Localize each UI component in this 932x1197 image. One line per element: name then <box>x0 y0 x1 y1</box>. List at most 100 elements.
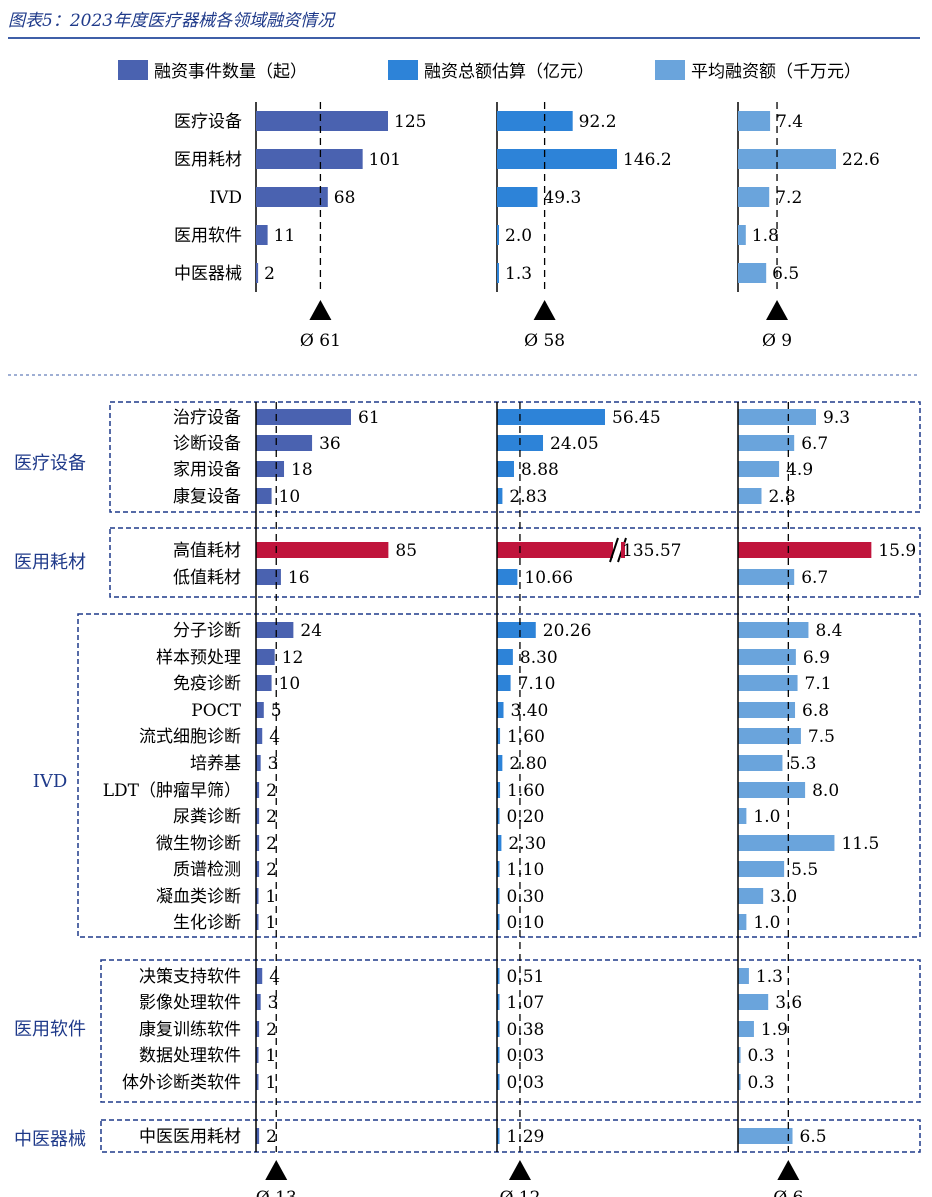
data-label: 6.5 <box>800 1127 827 1147</box>
bar <box>497 994 500 1010</box>
subcategory-label: POCT <box>191 701 241 721</box>
data-label: 4 <box>269 967 280 987</box>
data-label: 9.3 <box>823 408 850 428</box>
category-label: 中医器械 <box>174 264 242 284</box>
average-label: Ø 12 <box>499 1188 540 1197</box>
bar <box>497 187 538 207</box>
bar <box>738 914 747 930</box>
bar <box>256 1074 259 1090</box>
bar <box>738 994 769 1010</box>
bar <box>497 149 617 169</box>
data-label: 0.51 <box>507 967 545 987</box>
bar <box>256 111 388 131</box>
bar <box>497 488 503 504</box>
bar <box>256 187 328 207</box>
bar <box>497 649 513 665</box>
group-box <box>100 959 921 1103</box>
average-marker <box>533 300 556 320</box>
data-label: 49.3 <box>543 188 581 208</box>
data-label: 8.30 <box>520 648 558 668</box>
bar <box>738 1074 741 1090</box>
data-label: 146.2 <box>623 150 672 170</box>
group-box <box>100 1119 921 1153</box>
bar <box>256 225 268 245</box>
data-label: 2.80 <box>509 754 547 774</box>
data-label: 2 <box>264 264 275 284</box>
bar <box>256 728 263 744</box>
data-label: 5 <box>271 701 282 721</box>
average-marker <box>309 300 332 320</box>
data-label: 68 <box>334 188 356 208</box>
data-label: 7.4 <box>776 112 803 132</box>
average-marker <box>508 1160 531 1180</box>
bar <box>256 1128 260 1144</box>
data-label: 1 <box>266 913 277 933</box>
subcategory-label: 数据处理软件 <box>139 1046 241 1066</box>
group-box <box>77 613 921 938</box>
bar <box>738 1047 741 1063</box>
subcategory-label: 培养基 <box>190 754 241 774</box>
subcategory-label: 生化诊断 <box>173 913 241 933</box>
bar <box>256 569 281 585</box>
data-label: 135.57 <box>622 541 681 561</box>
data-label: 24.05 <box>550 434 599 454</box>
bar <box>256 435 313 451</box>
bar <box>497 1047 500 1063</box>
bar <box>256 702 264 718</box>
bar <box>738 835 835 851</box>
data-label: 4.9 <box>786 460 813 480</box>
bar <box>497 622 536 638</box>
bar <box>497 1074 500 1090</box>
bar <box>497 675 511 691</box>
data-label: 0.03 <box>507 1046 545 1066</box>
legend-swatch <box>655 60 685 80</box>
data-label: 7.5 <box>808 727 835 747</box>
data-label: 1.0 <box>753 913 780 933</box>
bar <box>256 675 272 691</box>
average-label: Ø 61 <box>300 331 341 351</box>
bar <box>256 808 260 824</box>
data-label: 1.10 <box>507 860 545 880</box>
bar <box>497 835 502 851</box>
bar <box>738 111 771 131</box>
subcategory-label: 低值耗材 <box>173 568 241 588</box>
data-label: 0.10 <box>507 913 545 933</box>
data-label: 1 <box>266 1073 277 1093</box>
data-label: 6.9 <box>803 648 830 668</box>
group-label: 医用耗材 <box>14 552 86 573</box>
data-label: 1.3 <box>756 967 783 987</box>
group-box <box>109 401 921 513</box>
data-label: 0.30 <box>507 887 545 907</box>
bar <box>256 542 389 558</box>
group-label: IVD <box>33 771 68 792</box>
bar <box>256 649 275 665</box>
bar <box>738 569 795 585</box>
bar <box>256 488 272 504</box>
data-label: 2 <box>266 1127 277 1147</box>
bar <box>738 263 767 283</box>
bar <box>497 808 500 824</box>
group-label: 医用软件 <box>14 1019 86 1040</box>
bar <box>497 569 518 585</box>
bar <box>256 994 261 1010</box>
data-label: 11.5 <box>841 834 879 854</box>
data-label: 3.0 <box>770 887 797 907</box>
subcategory-label: 质谱检测 <box>173 860 241 880</box>
data-label: 10 <box>279 487 301 507</box>
bar <box>738 782 806 798</box>
subcategory-label: 免疫诊断 <box>173 674 241 694</box>
average-marker <box>777 1160 800 1180</box>
bar <box>497 111 573 131</box>
data-label: 8.0 <box>812 781 839 801</box>
data-label: 10 <box>279 674 301 694</box>
data-label: 2.83 <box>509 487 547 507</box>
axis-break-mark <box>609 537 619 563</box>
bar <box>738 702 796 718</box>
bar <box>256 1047 259 1063</box>
subcategory-label: 样本预处理 <box>156 648 241 668</box>
subcategory-label: 中医医用耗材 <box>139 1127 241 1147</box>
data-label: 6.5 <box>772 264 799 284</box>
data-label: 1 <box>266 1046 277 1066</box>
data-label: 15.9 <box>878 541 916 561</box>
bar <box>256 622 294 638</box>
